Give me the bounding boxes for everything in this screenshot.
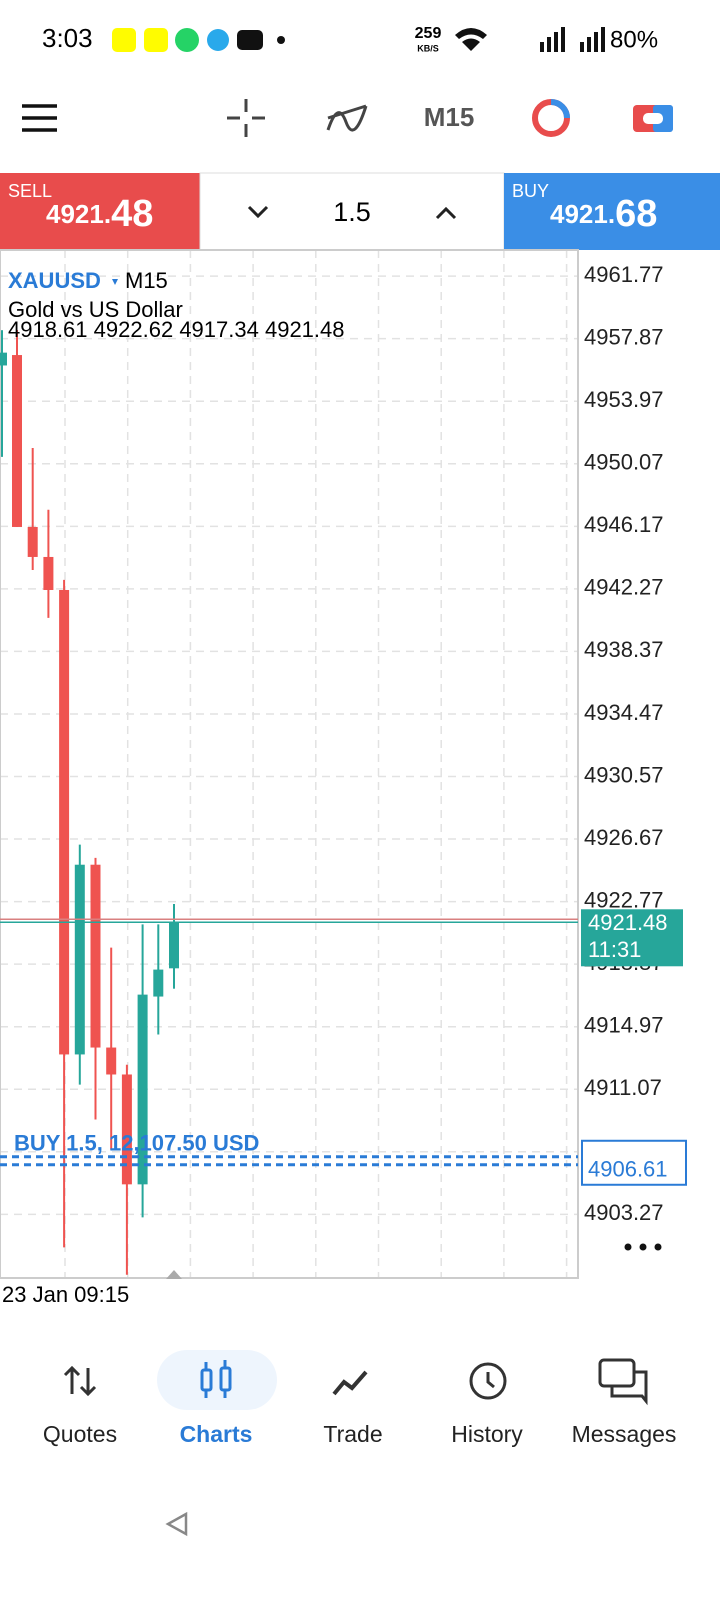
- buy-price-pips: 68: [615, 193, 657, 235]
- y-tick-label: 4961.77: [584, 262, 664, 287]
- y-tick-label: 4930.57: [584, 762, 664, 787]
- net-speed: 259: [415, 25, 442, 42]
- ohlc: 4918.61 4922.62 4917.34 4921.48: [8, 317, 345, 342]
- ohlc-value: 4921.48: [265, 317, 345, 342]
- scroll-marker: [166, 1270, 182, 1279]
- volume-down[interactable]: [247, 205, 269, 219]
- candle-body: [0, 352, 7, 366]
- menu-button[interactable]: [22, 104, 57, 132]
- volume-box: [199, 172, 505, 251]
- ohlc-value: 4918.61: [8, 317, 88, 342]
- trade-mode-button[interactable]: [532, 99, 570, 137]
- battery: 80%: [610, 26, 658, 53]
- timeframe-button[interactable]: M15: [424, 102, 475, 132]
- notification-icons: [112, 28, 285, 52]
- crosshair-button[interactable]: [227, 99, 265, 137]
- symbol[interactable]: XAUUSD: [8, 268, 101, 293]
- y-tick-label: 4942.27: [584, 575, 664, 600]
- candle-body: [90, 864, 101, 1048]
- candle-body: [153, 969, 164, 997]
- sell-button[interactable]: [0, 173, 200, 250]
- nav-item[interactable]: Charts: [180, 1421, 253, 1447]
- plot-frame: [0, 249, 579, 1279]
- buy-button[interactable]: [504, 173, 720, 250]
- candle-body: [106, 1047, 117, 1075]
- y-tick-label: 4922.77: [584, 887, 664, 912]
- order-price: 4906.61: [588, 1157, 668, 1182]
- candle-body: [169, 922, 179, 969]
- y-tick-label: 4938.37: [584, 637, 664, 662]
- net-speed-unit: KB/S: [417, 43, 439, 53]
- volume[interactable]: 1.5: [333, 197, 371, 227]
- sell-price: 4921.48: [46, 193, 153, 235]
- indicators-button[interactable]: [326, 104, 368, 132]
- candle-body: [43, 556, 54, 590]
- price-axis: 4961.77 4957.87 4953.97 4950.07 4946.17 4942.…: [584, 262, 664, 1225]
- chart-timeframe: M15: [125, 268, 168, 293]
- candle-body: [137, 994, 148, 1185]
- date-label: 23 Jan 09:15: [2, 1282, 129, 1307]
- candle-body: [12, 355, 22, 527]
- sell-price-pips: 48: [111, 193, 153, 235]
- nav-item[interactable]: Messages: [572, 1421, 677, 1447]
- buy-price-main: 4921.: [550, 199, 615, 229]
- nav-icons: [63, 1358, 648, 1406]
- one-click-button[interactable]: [633, 105, 673, 132]
- price-badge: [581, 909, 683, 967]
- current-price: 4921.48: [588, 910, 668, 935]
- back-gesture: [165, 1511, 188, 1537]
- nav-item[interactable]: History: [451, 1421, 523, 1447]
- y-tick-label: 4903.27: [584, 1200, 664, 1225]
- sell-label: SELL: [8, 181, 52, 201]
- clock: 3:03: [42, 23, 93, 53]
- countdown: 11:31: [588, 937, 641, 962]
- symbol-dropdown[interactable]: [112, 279, 118, 285]
- candles: [0, 330, 179, 1275]
- order-badge: [581, 1139, 687, 1186]
- y-tick-label: 4946.17: [584, 512, 664, 537]
- candle-body: [27, 526, 38, 557]
- candle-body: [121, 1074, 132, 1185]
- ohlc-value: 4917.34: [179, 317, 259, 342]
- candle-body: [74, 864, 85, 1055]
- sell-price-main: 4921.: [46, 199, 111, 229]
- order-label[interactable]: BUY 1.5, 12,107.50 USD: [14, 1131, 259, 1156]
- signal-icons: [455, 27, 605, 52]
- ohlc-value: 4922.62: [94, 317, 174, 342]
- y-tick-label: 4926.67: [584, 825, 664, 850]
- buy-price: 4921.68: [550, 193, 657, 235]
- y-tick-label: 4934.47: [584, 700, 664, 725]
- active-tab-bg: [157, 1350, 277, 1410]
- bottom-nav: Quotes Charts Trade History Messages: [43, 1421, 676, 1447]
- y-tick-label: 4950.07: [584, 450, 664, 475]
- y-tick-label: 4957.87: [584, 324, 664, 349]
- nav-item[interactable]: Quotes: [43, 1421, 117, 1447]
- nav-item[interactable]: Trade: [323, 1421, 382, 1447]
- grid: [0, 250, 578, 1278]
- candle-body: [59, 589, 70, 1055]
- volume-up[interactable]: [435, 206, 457, 220]
- symbol-description: Gold vs US Dollar: [8, 297, 183, 322]
- y-tick-label: 4914.97: [584, 1013, 664, 1038]
- more-button[interactable]: [624, 1243, 662, 1251]
- y-tick-label: 4953.97: [584, 387, 664, 412]
- y-tick-label: 4911.07: [584, 1075, 662, 1100]
- buy-label: BUY: [512, 181, 549, 201]
